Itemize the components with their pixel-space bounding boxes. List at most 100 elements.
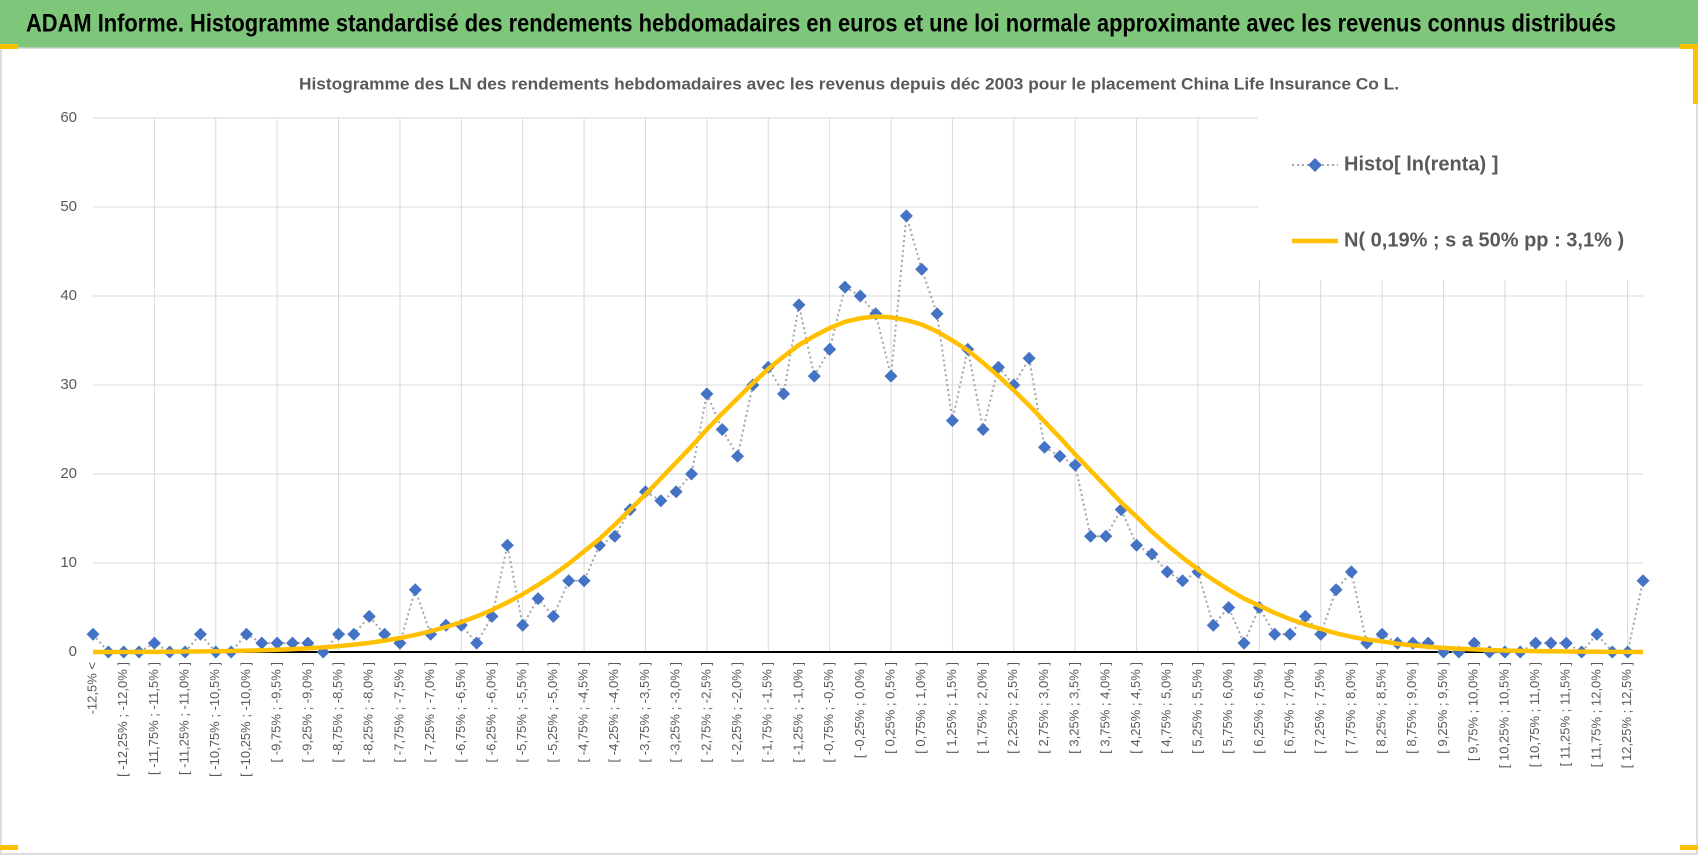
- x-tick-label: [ 6,25% ; 6,5% ]: [1251, 662, 1266, 754]
- data-point: [1544, 636, 1558, 650]
- x-tick-label: [ -11,75% ; -11,5% ]: [146, 662, 161, 775]
- data-point: [255, 636, 269, 650]
- data-point: [193, 627, 207, 641]
- data-point: [378, 627, 392, 641]
- legend-marker: [1308, 158, 1322, 172]
- corner-mark: [1693, 44, 1698, 104]
- data-point: [1529, 636, 1543, 650]
- data-point: [1176, 574, 1190, 588]
- data-point: [332, 627, 346, 641]
- x-tick-label: [ 3,75% ; 4,0% ]: [1097, 662, 1112, 754]
- data-point: [1467, 636, 1481, 650]
- chart-title: Histogramme des LN des rendements hebdom…: [299, 74, 1399, 93]
- data-point: [347, 627, 361, 641]
- data-point: [1237, 636, 1251, 650]
- data-point: [807, 369, 821, 383]
- data-point: [1145, 547, 1159, 561]
- data-point: [470, 636, 484, 650]
- x-tick-label: [ -3,25% ; -3,0% ]: [668, 662, 683, 762]
- y-tick-label: 0: [69, 643, 77, 660]
- x-tick-label: [ 8,75% ; 9,0% ]: [1404, 662, 1419, 754]
- data-point: [562, 574, 576, 588]
- x-tick-label: [ -9,75% ; -9,5% ]: [269, 662, 284, 762]
- data-point: [1160, 565, 1174, 579]
- legend-label: N( 0,19% ; s a 50% pp : 3,1% ): [1344, 229, 1624, 251]
- y-tick-label: 30: [60, 376, 77, 393]
- corner-mark: [1680, 44, 1698, 49]
- x-tick-label: -12,5% <: [84, 662, 99, 714]
- x-tick-label: [ 3,25% ; 3,5% ]: [1067, 662, 1082, 754]
- x-tick-label: [ -5,75% ; -5,5% ]: [514, 662, 529, 762]
- data-point: [1636, 574, 1650, 588]
- x-tick-label: [ 4,25% ; 4,5% ]: [1128, 662, 1143, 754]
- x-tick-label: [ -10,75% ; -10,5% ]: [207, 662, 222, 777]
- x-tick-label: [ -0,75% ; -0,5% ]: [821, 662, 836, 762]
- data-point: [823, 342, 837, 356]
- x-tick-label: [ 4,75% ; 5,0% ]: [1159, 662, 1174, 754]
- x-tick-label: [ 8,25% ; 8,5% ]: [1374, 662, 1389, 754]
- x-tick-label: [ 5,75% ; 6,0% ]: [1220, 662, 1235, 754]
- data-point: [500, 538, 514, 552]
- data-point: [654, 494, 668, 508]
- data-point: [1329, 583, 1343, 597]
- data-point: [884, 369, 898, 383]
- data-point: [1206, 618, 1220, 632]
- x-tick-label: [ -7,25% ; -7,0% ]: [422, 662, 437, 762]
- corner-mark: [0, 44, 18, 49]
- x-tick-label: [ 9,25% ; 9,5% ]: [1435, 662, 1450, 754]
- x-tick-label: [ 1,25% ; 1,5% ]: [944, 662, 959, 754]
- data-point: [777, 387, 791, 401]
- y-tick-label: 10: [60, 554, 77, 571]
- x-tick-label: [ 0,25% ; 0,5% ]: [882, 662, 897, 754]
- x-tick-label: [ 11,25% ; 11,5% ]: [1558, 662, 1573, 766]
- x-tick-label: [ 12,25% ; 12,5% ]: [1619, 662, 1634, 768]
- data-point: [362, 609, 376, 623]
- x-tick-label: [ 6,75% ; 7,0% ]: [1281, 662, 1296, 754]
- data-point: [408, 583, 422, 597]
- data-point: [286, 636, 300, 650]
- x-tick-label: [ 2,25% ; 2,5% ]: [1005, 662, 1020, 754]
- x-tick-label: [ 11,75% ; 12,0% ]: [1588, 662, 1603, 767]
- x-tick-label: [ -7,75% ; -7,5% ]: [391, 662, 406, 762]
- x-tick-label: [ -4,75% ; -4,5% ]: [576, 662, 591, 762]
- data-point: [516, 618, 530, 632]
- data-point: [1283, 627, 1297, 641]
- x-tick-label: [ 10,75% ; 11,0% ]: [1527, 662, 1542, 767]
- x-tick-label: [ 5,25% ; 5,5% ]: [1189, 662, 1204, 754]
- data-point: [1130, 538, 1144, 552]
- data-point: [669, 485, 683, 499]
- data-point: [608, 529, 622, 543]
- data-point: [1590, 627, 1604, 641]
- y-tick-label: 60: [60, 109, 77, 126]
- x-tick-label: [ -9,25% ; -9,0% ]: [299, 662, 314, 762]
- data-point: [1068, 458, 1082, 472]
- x-tick-label: [ -11,25% ; -11,0% ]: [177, 662, 192, 775]
- data-point: [1298, 609, 1312, 623]
- data-point: [792, 298, 806, 312]
- legend-label: Histo[ ln(renta) ]: [1344, 153, 1498, 175]
- data-point: [1375, 627, 1389, 641]
- data-point: [1268, 627, 1282, 641]
- data-point: [700, 387, 714, 401]
- data-point: [270, 636, 284, 650]
- data-point: [1344, 565, 1358, 579]
- y-tick-label: 40: [60, 287, 77, 304]
- data-point: [1022, 351, 1036, 365]
- x-tick-label: [ -3,75% ; -3,5% ]: [637, 662, 652, 762]
- x-tick-label: [ -8,75% ; -8,5% ]: [330, 662, 345, 762]
- x-tick-label: [ -1,75% ; -1,5% ]: [760, 662, 775, 762]
- y-tick-label: 50: [60, 198, 77, 215]
- corner-mark: [1680, 845, 1698, 850]
- data-point: [1037, 440, 1051, 454]
- data-point: [976, 423, 990, 436]
- data-point: [915, 262, 929, 276]
- data-point: [1559, 636, 1573, 650]
- data-point: [853, 289, 867, 303]
- x-tick-label: [ -2,25% ; -2,0% ]: [729, 662, 744, 762]
- x-tick-label: [ 2,75% ; 3,0% ]: [1036, 662, 1051, 754]
- data-point: [1222, 601, 1236, 614]
- data-point: [1099, 529, 1113, 543]
- x-tick-label: [ 1,75% ; 2,0% ]: [975, 662, 990, 754]
